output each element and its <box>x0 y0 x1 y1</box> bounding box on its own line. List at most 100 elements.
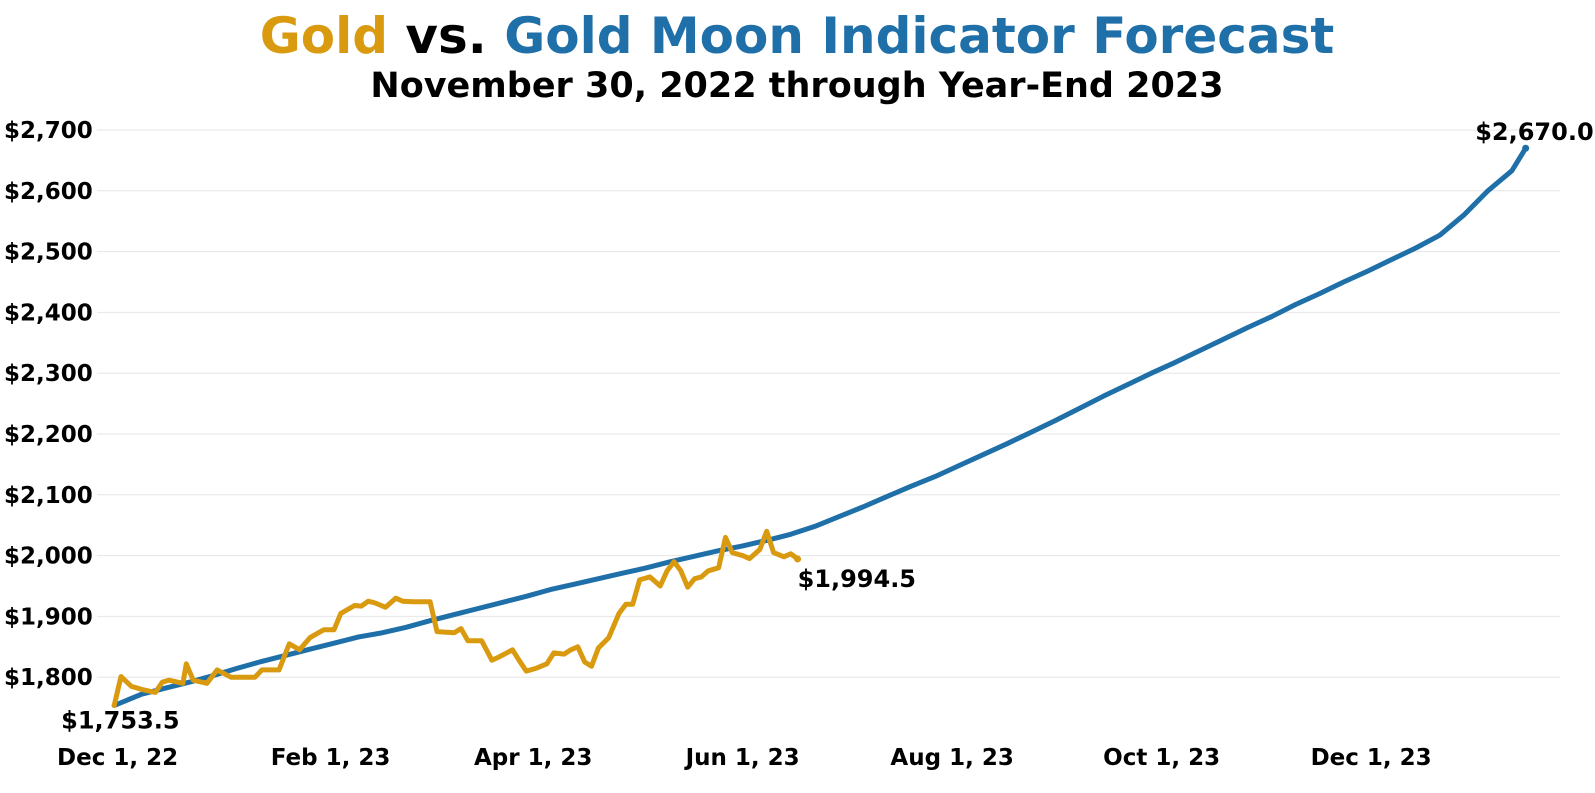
forecast-data-point <box>1125 383 1129 387</box>
gold-data-point <box>672 560 676 564</box>
gold-data-point <box>119 675 123 679</box>
gold-data-point <box>339 611 343 615</box>
gold-data-point <box>772 551 776 555</box>
forecast-data-point <box>813 524 817 528</box>
forecast-data-point <box>789 532 793 536</box>
y-tick-label: $2,200 <box>4 422 93 448</box>
gold-data-point <box>511 648 515 652</box>
gold-data-point <box>215 668 219 672</box>
forecast-data-point <box>1366 269 1370 273</box>
chart-title-forecast: Gold Moon Indicator Forecast <box>504 7 1334 65</box>
forecast-data-point <box>1414 246 1418 250</box>
gold-data-point <box>411 600 415 604</box>
gridlines <box>97 129 1560 678</box>
gold-end-marker <box>794 555 802 563</box>
gold-data-point <box>253 675 257 679</box>
forecast-data-point <box>981 453 985 457</box>
forecast-data-point <box>356 635 360 639</box>
x-tick-label: Jun 1, 23 <box>684 745 800 771</box>
forecast-data-point <box>933 475 937 479</box>
gold-data-point <box>741 554 745 558</box>
chart-title: Gold vs. Gold Moon Indicator Forecast <box>260 7 1335 65</box>
gold-data-point <box>184 662 188 666</box>
chart-subtitle: November 30, 2022 through Year-End 2023 <box>370 66 1223 106</box>
gold-data-point <box>576 645 580 649</box>
forecast-data-point <box>1486 189 1490 193</box>
forecast-data-point <box>428 619 432 623</box>
forecast-data-point <box>741 544 745 548</box>
gold-data-point <box>112 703 116 707</box>
forecast-data-point <box>1077 406 1081 410</box>
y-axis: $1,800 $1,900 $2,000 $2,100 $2,200 $2,300 $2,4… <box>4 118 93 691</box>
forecast-data-point <box>1173 360 1177 364</box>
gold-data-point <box>706 569 710 573</box>
forecast-data-point <box>1197 349 1201 353</box>
gold-data-point <box>277 668 281 672</box>
forecast-data-point <box>1029 430 1033 434</box>
gold-data-point <box>535 666 539 670</box>
y-tick-label: $2,600 <box>4 179 93 205</box>
gold-data-point <box>394 596 398 600</box>
forecast-data-point <box>1221 337 1225 341</box>
forecast-data-point <box>596 577 600 581</box>
gold-data-point <box>607 636 611 640</box>
gold-data-point <box>452 631 456 635</box>
gold-data-point <box>723 535 727 539</box>
gold-data-point <box>167 678 171 682</box>
gold-data-point <box>782 555 786 559</box>
forecast-data-point <box>140 692 144 696</box>
forecast-end-label: $2,670.0 <box>1475 118 1593 146</box>
forecast-data-point <box>837 515 841 519</box>
gold-data-point <box>789 552 793 556</box>
gold-data-point <box>401 599 405 603</box>
y-tick-label: $1,800 <box>4 665 93 691</box>
y-tick-label: $2,500 <box>4 240 93 266</box>
gold-data-point <box>524 669 528 673</box>
gold-data-point <box>665 569 669 573</box>
x-tick-label: Aug 1, 23 <box>890 745 1013 771</box>
forecast-data-point <box>1390 258 1394 262</box>
forecast-data-point <box>693 554 697 558</box>
gold-data-point <box>758 548 762 552</box>
forecast-data-point <box>861 505 865 509</box>
forecast-data-point <box>332 641 336 645</box>
gold-data-point <box>308 636 312 640</box>
gold-data-point <box>679 569 683 573</box>
forecast-data-point <box>1245 326 1249 330</box>
forecast-data-point <box>548 588 552 592</box>
forecast-data-point <box>524 594 528 598</box>
forecast-data-point <box>236 666 240 670</box>
gold-data-point <box>717 566 721 570</box>
y-tick-label: $1,900 <box>4 604 93 630</box>
forecast-data-point <box>164 686 168 690</box>
gold-data-point <box>545 662 549 666</box>
y-tick-label: $2,000 <box>4 544 93 570</box>
forecast-data-point <box>1101 394 1105 398</box>
gold-data-point <box>480 639 484 643</box>
gold-data-point <box>562 652 566 656</box>
gold-data-point <box>658 584 662 588</box>
forecast-data-point <box>1270 315 1274 319</box>
gold-data-point <box>466 639 470 643</box>
forecast-data-point <box>1294 302 1298 306</box>
forecast-data-point <box>1053 419 1057 423</box>
gold-data-point <box>359 604 363 608</box>
gold-data-point <box>638 578 642 582</box>
forecast-data-point <box>452 613 456 617</box>
gold-data-point <box>693 577 697 581</box>
forecast-data-point <box>885 495 889 499</box>
gold-data-point <box>583 660 587 664</box>
forecast-data-point <box>572 582 576 586</box>
forecast-end-marker <box>1522 144 1530 152</box>
y-tick-label: $2,300 <box>4 361 93 387</box>
x-tick-label: Feb 1, 23 <box>271 745 391 771</box>
chart-title-vs: vs. <box>388 7 504 65</box>
forecast-data-point <box>717 549 721 553</box>
gold-data-point <box>617 611 621 615</box>
gold-data-point <box>596 646 600 650</box>
forecast-data-point <box>1318 292 1322 296</box>
gold-data-point <box>748 557 752 561</box>
gold-data-point <box>332 628 336 632</box>
x-axis: Dec 1, 22 Feb 1, 23 Apr 1, 23 Jun 1, 23 Aug … <box>57 745 1432 771</box>
